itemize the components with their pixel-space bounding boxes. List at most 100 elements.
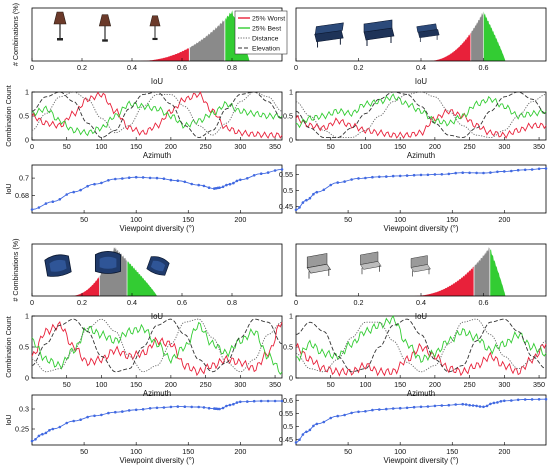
iou-point [478, 405, 482, 408]
series-line-elev [31, 318, 283, 373]
iou-point [482, 171, 485, 175]
subplot-bottom-left-histogram: 0 0.2 0.4 0.6 0.8 IoU # Combinations (%) [11, 238, 283, 321]
lamp-icon [149, 15, 161, 41]
iou-point [79, 188, 82, 192]
iou-point [169, 405, 173, 409]
x-tick-label: 150 [182, 215, 194, 224]
iou-point [107, 411, 110, 415]
x-tick-label: 0.2 [354, 298, 364, 307]
iou-point [259, 399, 263, 403]
x-tick-label: 50 [344, 447, 352, 456]
iou-point [329, 416, 333, 420]
y-axis-label: # Combinations (%) [11, 3, 20, 66]
bench-icon [363, 19, 395, 46]
x-tick-label: 100 [359, 380, 371, 389]
sofa-seat [49, 259, 67, 272]
bench-back [416, 23, 438, 33]
iou-point [37, 206, 41, 209]
iou-point [530, 168, 534, 171]
iou-point [127, 176, 131, 179]
x-tick-label: 300 [234, 142, 246, 151]
iou-point [280, 399, 284, 403]
iou-point [523, 398, 527, 401]
series-line-best [31, 321, 283, 376]
iou-point [183, 405, 187, 409]
y-tick-label: 1 [289, 88, 293, 97]
iou-point [308, 196, 312, 200]
iou-point [72, 190, 75, 194]
iou-point [378, 408, 381, 411]
iou-point [433, 173, 437, 176]
iou-point [391, 407, 395, 410]
iou-point [72, 419, 75, 423]
x-tick-label: 200 [498, 215, 510, 224]
x-tick-label: 50 [80, 215, 88, 224]
iou-point [412, 173, 416, 177]
x-tick-label: 150 [446, 215, 458, 224]
iou-point [523, 168, 527, 172]
iou-point [516, 398, 520, 402]
subplot-top-left-azimuth: 0 0.5 1 0 50 100 150 200 250 300 350 Azimuth Combina… [4, 85, 283, 160]
iou-point [259, 172, 263, 175]
iou-point [544, 397, 548, 401]
iou-point [246, 400, 249, 403]
iou-point [405, 406, 409, 410]
histogram-worst-area [427, 32, 471, 61]
chair-seat [359, 261, 382, 270]
iou-point [544, 167, 548, 170]
y-tick-label: 0.25 [15, 425, 29, 434]
iou-point [218, 407, 221, 411]
iou-point [197, 183, 200, 187]
x-axis-label: IoU [415, 312, 428, 321]
iou-point [190, 405, 193, 409]
lamp-base [57, 38, 63, 41]
x-tick-label: 0.4 [127, 298, 137, 307]
x-tick-label: 350 [533, 380, 545, 389]
iou-point [492, 401, 496, 405]
iou-point [221, 185, 225, 189]
x-tick-label: 200 [234, 215, 246, 224]
iou-point [225, 404, 228, 408]
histogram-middle-area [189, 20, 225, 61]
chair-icon [306, 253, 332, 279]
iou-point [322, 420, 326, 424]
iou-point [141, 408, 145, 411]
x-axis-label: Azimuth [407, 389, 435, 398]
iou-point [155, 176, 159, 180]
x-tick-label: 0 [294, 298, 298, 307]
x-tick-label: 0.4 [416, 63, 426, 72]
iou-point [100, 181, 103, 185]
x-axis-label: Viewpoint diversity (°) [120, 224, 195, 233]
axes-frame [31, 243, 283, 297]
y-tick-label: 0 [25, 136, 29, 145]
iou-point [30, 439, 34, 443]
iou-point [471, 404, 475, 407]
iou-point [305, 198, 308, 202]
y-axis-label: Combination Count [4, 85, 13, 147]
x-tick-label: 0 [30, 142, 34, 151]
x-axis-label: Azimuth [143, 389, 171, 398]
iou-point [121, 410, 124, 413]
iou-point [464, 403, 468, 406]
sofa-seat [99, 256, 117, 269]
x-tick-label: 50 [327, 142, 335, 151]
iou-point [107, 179, 110, 182]
iou-point [162, 177, 166, 180]
iou-point [93, 182, 96, 186]
x-tick-label: 350 [533, 142, 545, 151]
iou-point [385, 407, 388, 411]
legend-label-distance: Distance [252, 36, 279, 43]
series-line-best [31, 100, 283, 137]
y-tick-label: 0.5 [283, 112, 293, 121]
iou-point [202, 184, 206, 188]
subplot-grid: 0 0.2 0.4 0.6 0.8 IoU # Combinations (%) 0 0.2 0.… [4, 3, 548, 465]
iou-point [114, 177, 117, 181]
x-tick-label: 50 [63, 142, 71, 151]
iou-point [475, 171, 478, 175]
iou-point [398, 174, 402, 178]
iou-point [93, 414, 96, 418]
series-line-dist [31, 91, 283, 136]
iou-point [454, 403, 458, 406]
iou-point [412, 405, 416, 409]
iou-point [371, 408, 374, 412]
